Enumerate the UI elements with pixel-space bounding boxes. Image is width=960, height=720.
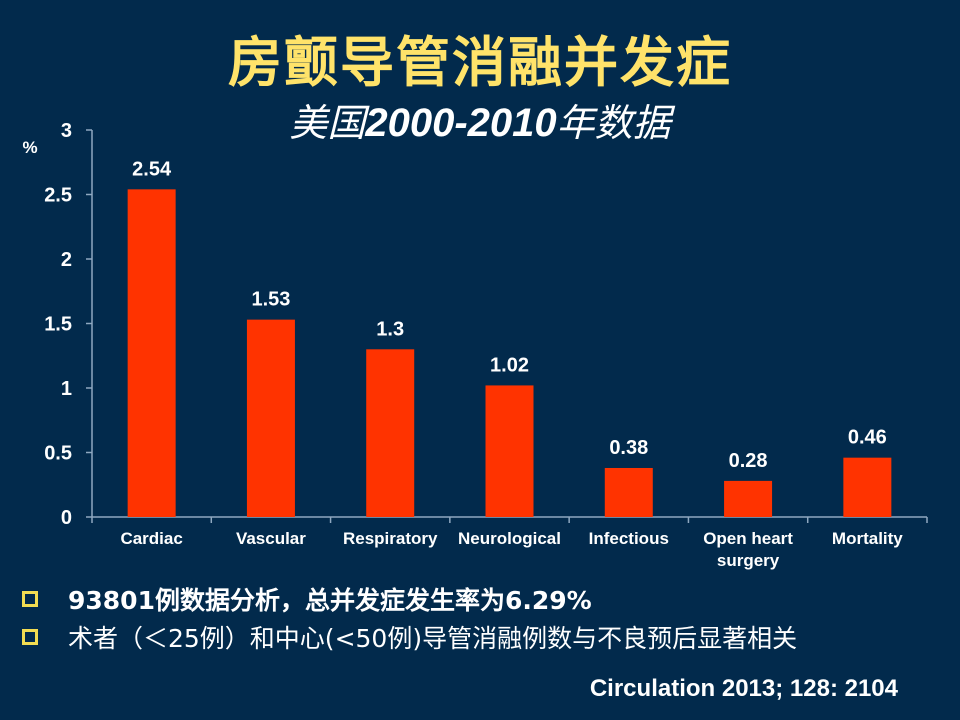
y-tick-label: 0	[61, 507, 72, 529]
data-label: 0.38	[609, 437, 648, 459]
y-tick-label: 0.5	[44, 443, 72, 465]
x-tick-label: surgery	[717, 551, 780, 570]
data-label: 1.02	[490, 354, 529, 376]
square-bullet-icon	[22, 629, 38, 645]
x-tick-label: Neurological	[458, 529, 561, 548]
y-tick-label: 1.5	[44, 314, 72, 336]
data-label: 1.3	[376, 318, 404, 340]
x-tick-label: Infectious	[589, 529, 669, 548]
y-tick-label: 2.5	[44, 185, 72, 207]
slide-title: 房颤导管消融并发症	[228, 31, 732, 94]
data-label: 2.54	[132, 158, 172, 180]
data-label: 1.53	[251, 289, 290, 311]
bullet-item: 93801例数据分析，总并发症发生率为6.29%	[22, 580, 952, 618]
bar	[485, 385, 534, 517]
x-tick-label: Mortality	[832, 529, 903, 548]
bar	[366, 349, 415, 517]
subtitle-years: 2000-2010	[365, 101, 557, 145]
bullet-text: 93801例数据分析，总并发症发生率为6.29%	[68, 586, 592, 615]
bullet-item: 术者（＜25例）和中心(<50例)导管消融例数与不良预后显著相关	[22, 618, 952, 656]
bullet-list: 93801例数据分析，总并发症发生率为6.29% 术者（＜25例）和中心(<50…	[22, 580, 952, 656]
data-label: 0.46	[848, 427, 887, 449]
x-tick-label: Vascular	[236, 529, 306, 548]
bar	[246, 319, 295, 517]
bar-chart: 0 0.5 1 1.5 2 2.5 3% 2.54 Cardiac 1.53 Vascular 1.3…	[22, 120, 928, 570]
y-tick-label: 2	[61, 249, 72, 271]
bar	[843, 457, 892, 517]
bar	[604, 467, 653, 517]
x-tick-label: Cardiac	[120, 529, 182, 548]
subtitle-suffix: 年数据	[556, 101, 671, 145]
bar	[127, 189, 176, 517]
y-tick-label: 3	[61, 120, 72, 142]
bar	[724, 480, 773, 517]
bullet-text: 术者（＜25例）和中心(<50例)导管消融例数与不良预后显著相关	[68, 624, 798, 653]
square-bullet-icon	[22, 591, 38, 607]
x-tick-label: Respiratory	[343, 529, 438, 548]
citation: Circulation 2013; 128: 2104	[589, 675, 898, 702]
data-label: 0.28	[729, 450, 768, 472]
slide-subtitle: 美国2000-2010年数据	[0, 92, 960, 147]
x-tick-label: Open heart	[703, 529, 793, 548]
subtitle-prefix: 美国	[289, 101, 366, 145]
y-axis-label: %	[22, 138, 37, 157]
y-tick-label: 1	[61, 378, 72, 400]
